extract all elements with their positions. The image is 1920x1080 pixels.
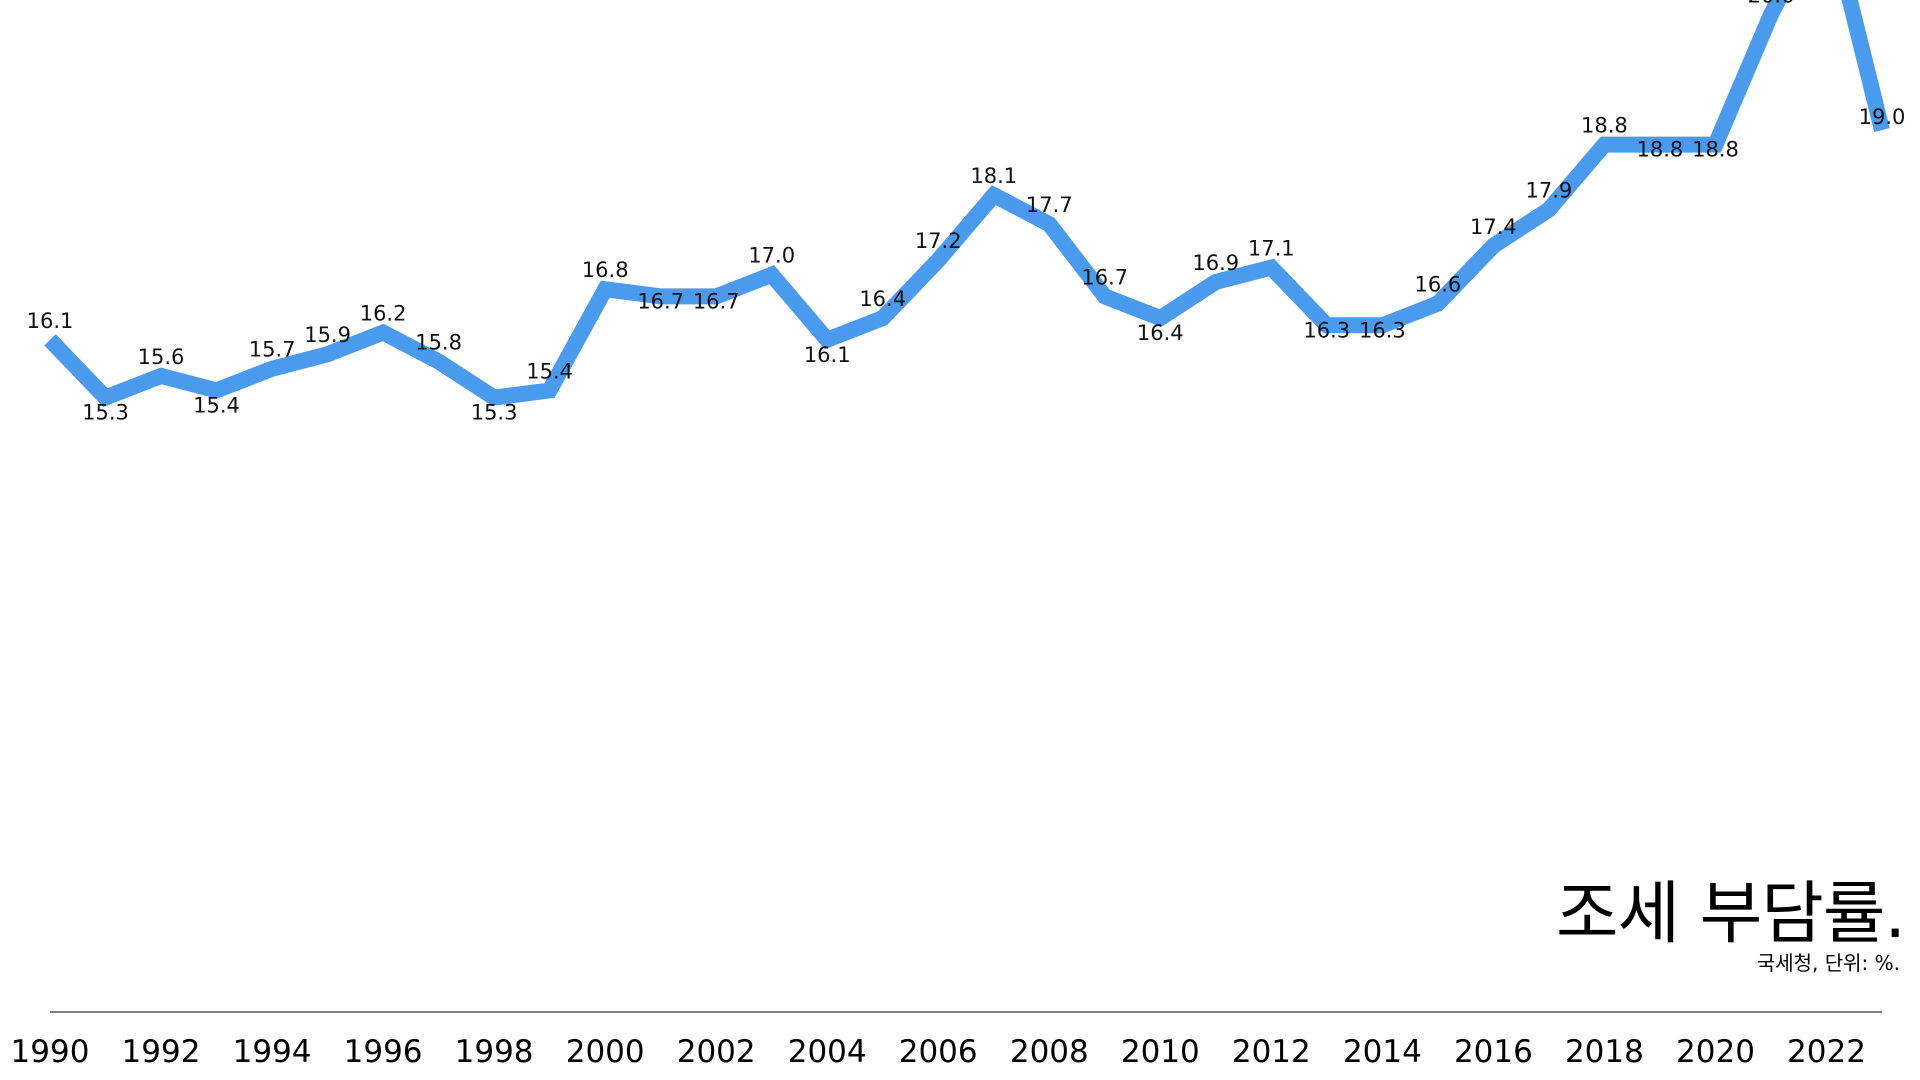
data-label: 15.4 [526, 359, 573, 383]
data-label: 15.3 [82, 401, 129, 425]
x-tick-label: 1992 [122, 1034, 201, 1070]
x-tick-label: 2022 [1787, 1034, 1866, 1070]
data-label: 16.1 [27, 309, 74, 333]
chart-title: 조세 부담률. [1555, 875, 1906, 954]
data-label: 16.7 [693, 289, 740, 313]
data-label: 17.9 [1526, 179, 1573, 203]
data-label: 16.9 [1192, 251, 1239, 275]
data-label: 16.7 [637, 289, 684, 313]
series-layer [44, 0, 1890, 407]
x-tick-label: 2004 [788, 1034, 867, 1070]
x-tick-label: 2010 [1121, 1034, 1200, 1070]
data-label: 17.1 [1248, 237, 1295, 261]
data-label: 17.0 [748, 244, 795, 268]
data-label: 18.8 [1692, 138, 1739, 162]
data-label: 15.4 [193, 393, 240, 417]
data-label: 16.6 [1415, 273, 1462, 297]
data-label: 17.7 [1026, 193, 1073, 217]
data-label: 15.6 [138, 345, 185, 369]
data-label: 18.8 [1637, 138, 1684, 162]
data-label: 16.8 [582, 258, 629, 282]
series-line [44, 0, 1890, 407]
x-tick-label: 2014 [1343, 1034, 1422, 1070]
chart-source-note: 국세청, 단위: %. [1756, 951, 1900, 975]
x-tick-label: 1990 [11, 1034, 90, 1070]
x-tick-label: 2018 [1565, 1034, 1644, 1070]
data-label: 16.4 [859, 287, 906, 311]
data-label: 18.1 [970, 164, 1017, 188]
x-tick-label: 1996 [344, 1034, 423, 1070]
data-label: 17.4 [1470, 215, 1517, 239]
x-tick-label: 2012 [1232, 1034, 1311, 1070]
data-label: 15.3 [471, 401, 518, 425]
x-tick-label: 2006 [899, 1034, 978, 1070]
x-tick-label: 1998 [455, 1034, 534, 1070]
data-label: 16.1 [804, 343, 851, 367]
x-tick-label: 2016 [1454, 1034, 1533, 1070]
x-tick-label: 2002 [677, 1034, 756, 1070]
data-label: 18.8 [1581, 114, 1628, 138]
data-label: 15.8 [415, 331, 462, 355]
x-tick-label: 2020 [1676, 1034, 1755, 1070]
data-label: 16.3 [1303, 318, 1350, 342]
data-label: 16.7 [1081, 265, 1128, 289]
x-tick-label: 2000 [566, 1034, 645, 1070]
data-label: 16.3 [1359, 318, 1406, 342]
data-label: 17.2 [915, 229, 962, 253]
x-tick-label-layer: 1990 1992 1994 1996 1998 2000 2002 2004 2006 2008… [11, 1034, 1866, 1070]
data-label: 20.6 [1748, 0, 1795, 7]
data-label: 19.0 [1859, 105, 1906, 129]
data-label: 16.2 [360, 302, 407, 326]
x-tick-label: 1994 [233, 1034, 312, 1070]
x-tick-label: 2008 [1010, 1034, 1089, 1070]
data-label: 16.4 [1137, 321, 1184, 345]
data-label-layer: 16.1 15.3 15.6 15.4 15.7 15.9 16.2 15.8 15.3 15.4… [27, 0, 1906, 425]
data-label: 15.7 [249, 338, 296, 362]
data-label: 15.9 [304, 323, 351, 347]
